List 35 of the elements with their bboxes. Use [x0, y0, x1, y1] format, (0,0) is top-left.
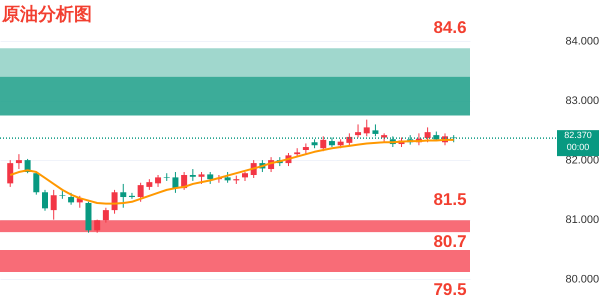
- candlestick: [138, 182, 144, 202]
- candlestick: [155, 174, 162, 188]
- chart-title: 原油分析图: [1, 4, 92, 25]
- annotation: 80.7: [433, 232, 467, 251]
- candlestick: [346, 132, 352, 146]
- candlestick: [94, 219, 100, 234]
- ref-line-label: 82.370 00:00: [564, 130, 592, 152]
- candlestick: [198, 172, 205, 184]
- candlestick: [320, 136, 326, 152]
- annotation: 84.6: [433, 18, 467, 37]
- y-tick-label: 82.000: [566, 154, 600, 167]
- y-tick-label: 83.000: [566, 95, 600, 108]
- candlestick: [190, 168, 196, 182]
- candlestick: [33, 172, 40, 196]
- candlestick: [68, 192, 74, 206]
- candlestick: [207, 172, 214, 184]
- y-tick-label: 81.000: [566, 214, 600, 226]
- candlestick: [16, 154, 22, 170]
- candlestick: [424, 126, 431, 143]
- candlestick: [42, 189, 48, 212]
- candlestick: [172, 172, 178, 194]
- candlestick: [302, 142, 309, 155]
- annotation: 81.5: [433, 190, 467, 209]
- candlestick: [7, 160, 14, 188]
- y-tick-label: 84.000: [566, 36, 600, 48]
- candlestick: [355, 124, 362, 138]
- candlestick: [146, 178, 152, 190]
- candlestick: [50, 189, 57, 220]
- candlestick: [224, 172, 231, 184]
- candlestick: [120, 183, 126, 208]
- candlestick: [364, 119, 370, 137]
- annotation: 79.5: [433, 280, 467, 299]
- candlestick: [59, 190, 66, 200]
- y-tick-label: 80.000: [566, 274, 600, 286]
- candlestick: [102, 207, 109, 224]
